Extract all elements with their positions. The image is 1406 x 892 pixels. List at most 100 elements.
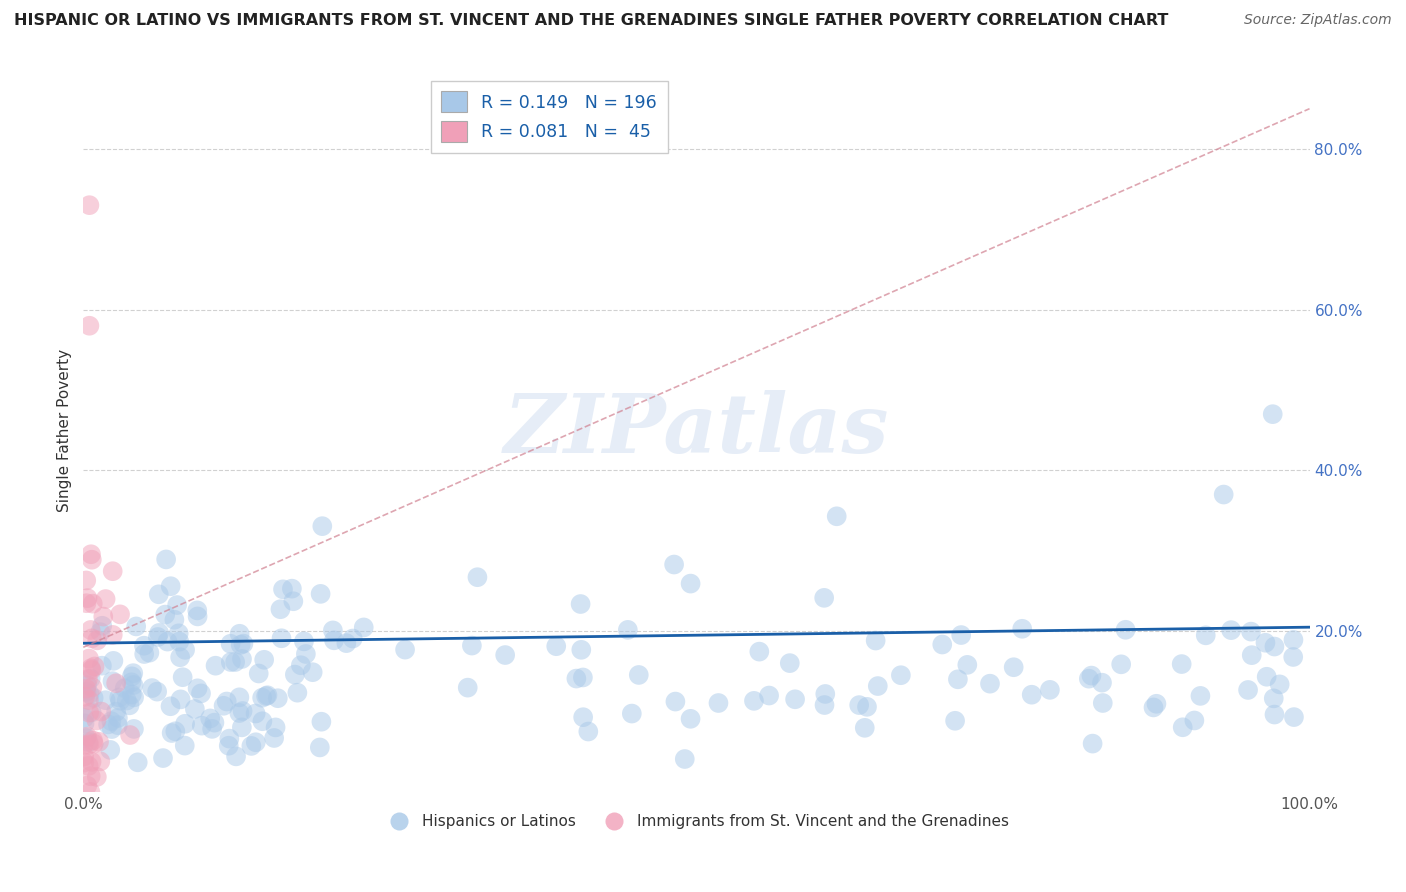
Point (120, 728, 142, 742)
Point (103, 654, 125, 668)
Point (256, 688, 278, 702)
Point (240, 739, 263, 753)
Point (627, 668, 650, 682)
Point (290, 658, 312, 673)
Point (86, 633, 108, 648)
Point (617, 623, 640, 637)
Point (1146, 697, 1168, 711)
Point (231, 652, 253, 666)
Point (148, 626, 170, 640)
Point (218, 739, 240, 753)
Point (83, 690, 105, 705)
Point (284, 667, 307, 681)
Point (245, 706, 267, 721)
Point (1263, 691, 1285, 706)
Text: HISPANIC OR LATINO VS IMMIGRANTS FROM ST. VINCENT AND THE GRENADINES SINGLE FATH: HISPANIC OR LATINO VS IMMIGRANTS FROM ST… (14, 13, 1168, 29)
Point (108, 693, 131, 707)
Point (75, 574, 97, 588)
Point (219, 655, 242, 669)
Point (1240, 648, 1263, 662)
Point (742, 694, 765, 708)
Point (1039, 682, 1062, 697)
Point (163, 613, 186, 627)
Point (75, 681, 97, 696)
Point (76, 596, 98, 610)
Point (1254, 636, 1277, 650)
Point (76, 684, 98, 698)
Point (1263, 707, 1285, 722)
Point (707, 696, 730, 710)
Point (122, 666, 145, 681)
Point (122, 690, 145, 705)
Point (270, 632, 292, 646)
Point (245, 735, 267, 749)
Point (569, 642, 592, 657)
Point (82, 733, 104, 747)
Point (956, 657, 979, 672)
Point (152, 751, 174, 765)
Point (105, 705, 128, 719)
Point (281, 582, 304, 596)
Point (1282, 632, 1305, 647)
Point (76, 779, 98, 793)
Point (122, 722, 145, 736)
Point (252, 714, 274, 729)
Point (546, 639, 568, 653)
Point (254, 689, 277, 703)
Point (77, 651, 100, 665)
Point (80, 663, 103, 677)
Point (94, 592, 117, 607)
Point (76, 678, 98, 692)
Point (83, 659, 105, 673)
Point (228, 690, 250, 705)
Point (201, 722, 224, 736)
Point (323, 633, 346, 648)
Point (87, 735, 110, 749)
Point (146, 630, 169, 644)
Point (79, 769, 101, 783)
Point (80, 632, 103, 646)
Point (108, 607, 131, 622)
Point (1212, 487, 1234, 501)
Point (224, 655, 246, 669)
Point (79, 687, 101, 701)
Point (785, 692, 807, 706)
Point (461, 639, 484, 653)
Point (73, 711, 96, 725)
Point (1170, 657, 1192, 671)
Point (77, 693, 100, 707)
Point (295, 647, 318, 661)
Point (80, 706, 103, 720)
Point (86, 714, 108, 728)
Text: ZIPatlas: ZIPatlas (503, 390, 889, 470)
Point (89, 625, 111, 640)
Point (1189, 689, 1212, 703)
Legend: Hispanics or Latinos, Immigrants from St. Vincent and the Grenadines: Hispanics or Latinos, Immigrants from St… (378, 808, 1015, 835)
Point (73, 716, 96, 731)
Point (155, 552, 177, 566)
Point (890, 668, 912, 682)
Point (1077, 672, 1099, 686)
Point (186, 603, 208, 617)
Point (1021, 688, 1043, 702)
Point (204, 658, 226, 673)
Point (283, 594, 305, 608)
Point (107, 718, 129, 732)
Point (94, 693, 117, 707)
Point (73, 756, 96, 770)
Point (394, 642, 416, 657)
Point (353, 620, 375, 634)
Point (90, 705, 112, 719)
Point (943, 714, 966, 728)
Point (173, 739, 195, 753)
Point (572, 710, 595, 724)
Point (853, 721, 876, 735)
Point (218, 731, 240, 746)
Point (457, 681, 479, 695)
Point (576, 724, 599, 739)
Point (250, 690, 273, 705)
Point (76, 591, 98, 606)
Point (101, 564, 124, 578)
Point (90, 658, 112, 673)
Point (77, 672, 100, 686)
